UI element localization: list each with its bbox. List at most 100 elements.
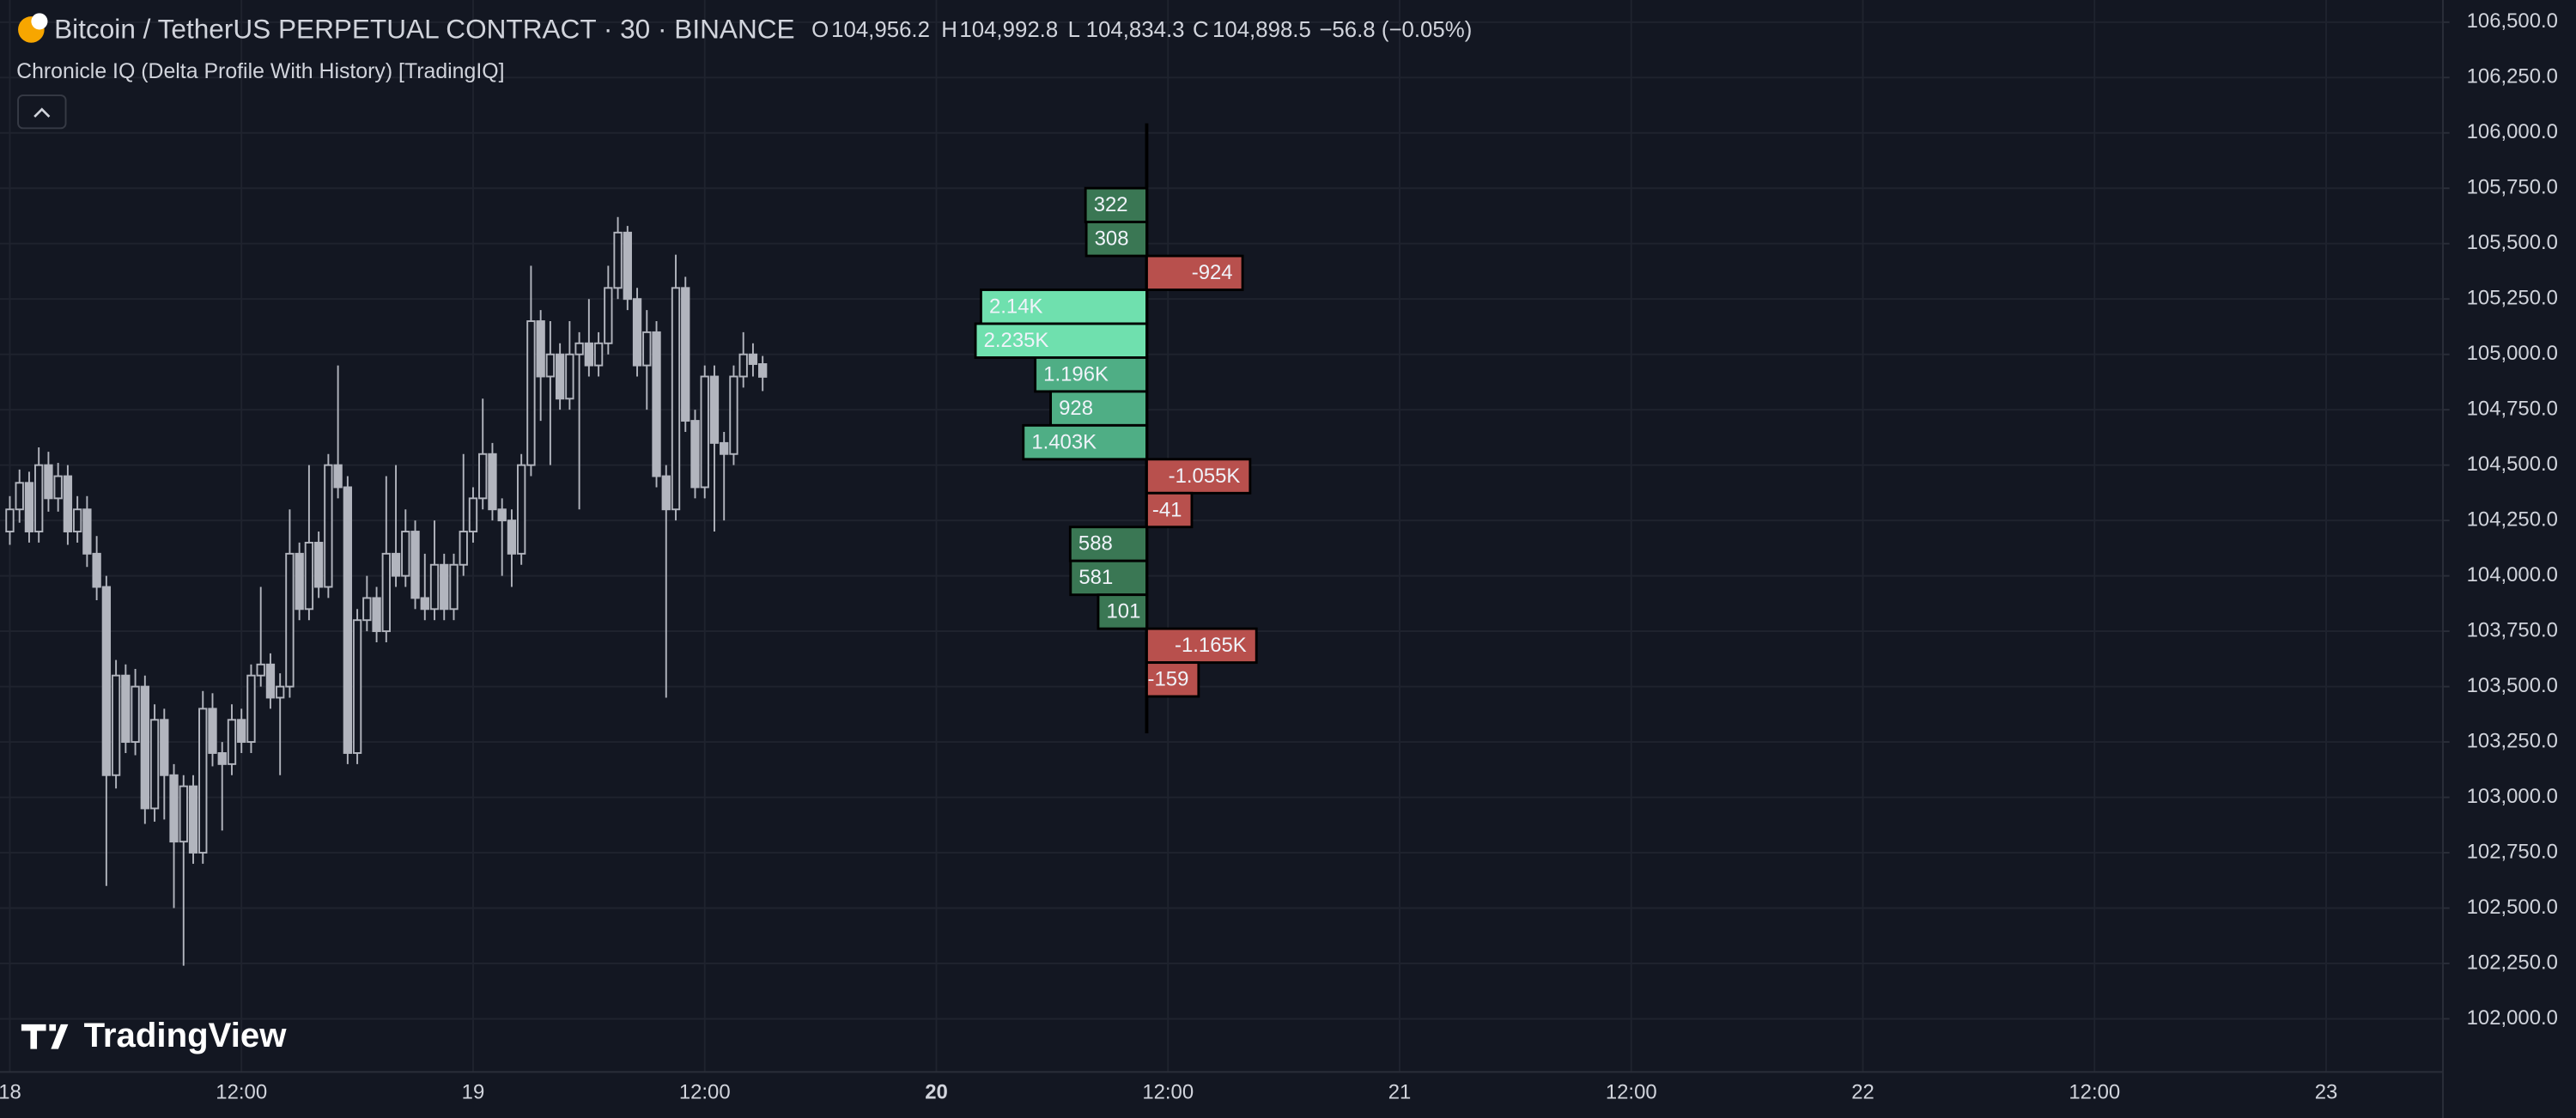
candle-body: [681, 287, 690, 422]
candle-body: [92, 552, 101, 588]
profile-bar: [1097, 593, 1148, 630]
candle-body: [15, 482, 24, 511]
profile-label: 1.403K: [1031, 430, 1097, 453]
profile-bar: [1034, 355, 1148, 393]
candle-body: [729, 375, 738, 455]
candle-body: [720, 441, 729, 455]
profile-bar: [1145, 458, 1252, 495]
y-tick-label: 106,000.0: [2467, 120, 2558, 143]
profile-bar: [1145, 661, 1200, 698]
candle-body: [565, 353, 574, 400]
ohlc-key: O: [811, 18, 829, 42]
profile-label: -1.165K: [1175, 634, 1247, 657]
candle-body: [121, 674, 131, 744]
collapse-button[interactable]: [17, 94, 67, 130]
candle-body: [440, 563, 449, 611]
candle-body: [362, 597, 372, 622]
candle-body: [188, 785, 198, 854]
candle-body: [160, 719, 169, 776]
candle-body: [709, 375, 720, 444]
profile-label: 1.196K: [1043, 362, 1109, 386]
candle-body: [661, 475, 671, 511]
profile-label: -159: [1148, 668, 1189, 691]
candle-body: [449, 563, 459, 611]
candle-body: [497, 508, 507, 522]
candle-body: [227, 719, 237, 765]
y-tick-label: 105,250.0: [2467, 287, 2558, 310]
candle-body: [53, 475, 63, 500]
candle-body: [758, 363, 768, 378]
candle-body: [265, 663, 276, 699]
x-tick-label: 12:00: [216, 1081, 267, 1104]
ohlc-value: 104,834.3: [1086, 18, 1185, 42]
candle-body: [101, 586, 112, 776]
candle-body: [295, 552, 304, 611]
y-tick-label: 103,000.0: [2467, 785, 2558, 808]
profile-label: 308: [1095, 228, 1129, 251]
profile-bar: [1084, 221, 1148, 258]
candle-body: [198, 708, 208, 854]
symbol-title: Bitcoin / TetherUS PERPETUAL CONTRACT · …: [54, 14, 794, 45]
candle-body: [671, 287, 681, 511]
candle-body: [642, 331, 652, 367]
candle-body: [333, 464, 343, 489]
profile-label: 101: [1107, 600, 1141, 623]
ohlc-legend: O 104,956.2 H 104,992.8 L 104,834.3 C 10…: [811, 18, 1472, 42]
y-tick-label: 103,500.0: [2467, 674, 2558, 697]
profile-bar: [974, 322, 1148, 359]
plot-area: 322 308 -924 2.14K 2.235K 1.196K 928 1.403K -1.0…: [5, 123, 1258, 966]
x-tick-label: 20: [925, 1081, 948, 1104]
x-tick-label: 12:00: [1142, 1081, 1194, 1104]
y-tick-label: 104,250.0: [2467, 507, 2558, 531]
x-tick-label: 23: [2315, 1081, 2338, 1104]
profile-label: 581: [1078, 566, 1113, 589]
y-tick-label: 106,250.0: [2467, 65, 2558, 88]
candle-body: [468, 497, 478, 532]
x-tick-label: 18: [0, 1081, 21, 1104]
candle-body: [246, 674, 256, 744]
candle-body: [507, 520, 517, 555]
candle-body: [304, 541, 314, 611]
ohlc-key: C: [1193, 18, 1209, 42]
ohlc-value: 104,992.8: [959, 18, 1058, 42]
candle-body: [584, 342, 594, 367]
candle-body: [488, 453, 497, 511]
profile-bar: [1145, 254, 1244, 291]
y-tick-label: 102,500.0: [2467, 896, 2558, 919]
y-tick-label: 103,250.0: [2467, 729, 2558, 752]
candle-body: [420, 597, 429, 611]
profile-bar: [1049, 390, 1148, 427]
watermark: TradingView: [84, 1016, 288, 1054]
ohlc-key: H: [941, 18, 957, 42]
candle-body: [208, 708, 217, 754]
candle-body: [256, 663, 265, 677]
candle-body: [748, 353, 758, 365]
candle-body: [517, 464, 526, 555]
candle-body: [613, 231, 623, 289]
candle-body: [429, 563, 440, 611]
candle-body: [140, 685, 149, 810]
profile-label: -41: [1152, 498, 1182, 521]
x-tick-label: 12:00: [679, 1081, 731, 1104]
candle-body: [391, 552, 401, 577]
candle-body: [324, 464, 333, 588]
candle-body: [536, 320, 545, 378]
candle-body: [700, 375, 709, 489]
candle-body: [313, 541, 324, 588]
candle-body: [574, 342, 584, 355]
candle-body: [24, 482, 34, 532]
collapse-icon: [33, 107, 51, 118]
candle-body: [401, 531, 410, 577]
candle-body: [72, 508, 82, 532]
candle-body: [555, 353, 565, 400]
profile-label: 588: [1078, 532, 1113, 556]
candle-body: [179, 785, 188, 843]
profile-label: 928: [1059, 397, 1093, 420]
candle-body: [5, 508, 15, 532]
ohlc-value: 104,898.5: [1212, 18, 1311, 42]
candle-body: [34, 464, 44, 532]
profile-bar: [1145, 627, 1258, 665]
y-tick-label: 102,000.0: [2467, 1006, 2558, 1030]
candle-body: [217, 752, 227, 765]
